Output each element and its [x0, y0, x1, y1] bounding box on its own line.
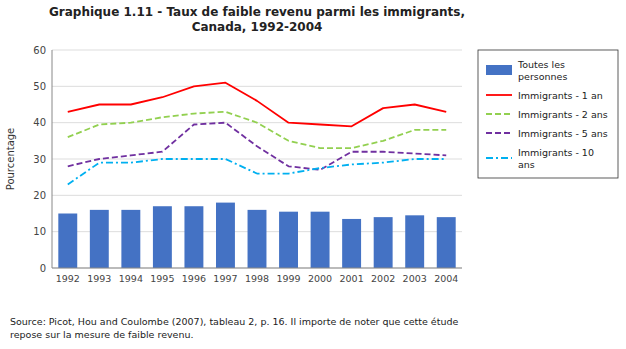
bar — [121, 210, 140, 268]
legend-swatch — [486, 65, 512, 75]
source-note: Source: Picot, Hou and Coulombe (2007), … — [10, 316, 458, 340]
text-line: Source: Picot, Hou and Coulombe (2007), … — [10, 316, 458, 327]
text-line: personnes — [518, 71, 567, 82]
chart: Graphique 1.11 - Taux de faible revenu p… — [0, 0, 626, 349]
legend-swatch — [486, 94, 512, 96]
legend-swatch — [486, 157, 512, 159]
bar — [58, 214, 77, 269]
y-tick-label: 40 — [33, 117, 46, 128]
x-tick-label: 1994 — [119, 273, 143, 284]
x-tick-label: 2004 — [434, 273, 458, 284]
y-tick-label: 20 — [33, 190, 46, 201]
y-tick-label: 50 — [33, 81, 46, 92]
marks — [58, 83, 455, 268]
legend-label: Immigrants - 2 ans — [518, 109, 608, 120]
x-tick-label: 1997 — [213, 273, 237, 284]
bar — [90, 210, 109, 268]
x-tick-label: 2002 — [371, 273, 395, 284]
bar — [311, 212, 330, 268]
legend-label: Toutes lespersonnes — [517, 59, 567, 82]
text-line: repose sur la mesure de faible revenu. — [10, 329, 194, 340]
bar — [279, 212, 298, 268]
bar — [342, 219, 361, 268]
x-axis: 1992 1993 1994 1995 1996 1997 1998 1999 2000 2001… — [56, 273, 459, 284]
y-tick-label: 60 — [33, 45, 46, 56]
title: Graphique 1.11 - Taux de faible revenu p… — [49, 5, 465, 34]
y-tick-label: 0 — [40, 263, 46, 274]
legend-swatch — [486, 132, 512, 134]
line — [68, 159, 446, 184]
line — [68, 83, 446, 127]
x-tick-label: 1999 — [276, 273, 300, 284]
bar — [405, 215, 424, 268]
bar — [184, 206, 203, 268]
x-tick-label: 2001 — [340, 273, 364, 284]
legend: Toutes lespersonnes Immigrants - 1 an Immi… — [478, 50, 618, 178]
grid-line — [52, 50, 462, 51]
text-line: Immigrants - 10 — [518, 147, 594, 158]
legend-label: Immigrants - 10ans — [518, 147, 594, 170]
grid-line — [52, 268, 462, 269]
grid-line — [52, 159, 462, 160]
bar — [437, 217, 456, 268]
x-tick-label: 1993 — [87, 273, 111, 284]
y-axis-label: Pourcentage — [5, 128, 16, 191]
text-line: Toutes les — [517, 59, 565, 70]
x-tick-label: 2000 — [308, 273, 332, 284]
legend-swatch — [486, 113, 512, 115]
y-tick-label: 10 — [33, 226, 46, 237]
y-axis: 0 10 20 30 40 50 60 — [33, 45, 462, 274]
x-tick-label: 1996 — [182, 273, 206, 284]
legend-label: Immigrants - 5 ans — [518, 128, 608, 139]
legend-frame — [478, 50, 618, 178]
text-line: Graphique 1.11 - Taux de faible revenu p… — [49, 5, 465, 19]
x-tick-label: 1995 — [150, 273, 174, 284]
bar — [248, 210, 267, 268]
text-line: Immigrants - 5 ans — [518, 128, 608, 139]
grid-line — [52, 86, 462, 87]
text-line: Immigrants - 1 an — [518, 90, 603, 101]
bar — [216, 203, 235, 268]
bar — [374, 217, 393, 268]
x-tick-label: 2003 — [403, 273, 427, 284]
grid-line — [52, 195, 462, 196]
x-tick-label: 1992 — [56, 273, 80, 284]
text-line: ans — [518, 159, 535, 170]
bar — [153, 206, 172, 268]
x-tick-label: 1998 — [245, 273, 269, 284]
text-line: Immigrants - 2 ans — [518, 109, 608, 120]
y-axis-line — [52, 50, 53, 268]
x-axis-line — [52, 268, 462, 269]
y-tick-label: 30 — [33, 154, 46, 165]
line — [68, 112, 446, 148]
legend-label: Immigrants - 1 an — [518, 90, 603, 101]
text-line: Canada, 1992-2004 — [192, 20, 323, 34]
